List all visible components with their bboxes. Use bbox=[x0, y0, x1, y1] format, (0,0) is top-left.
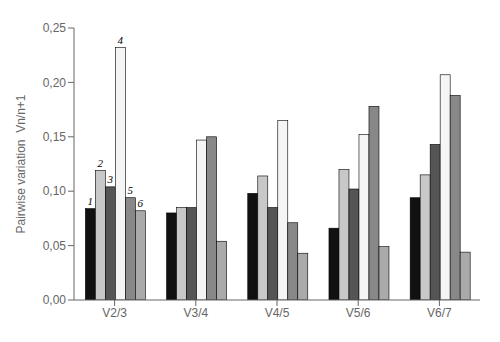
svg-text:V4/5: V4/5 bbox=[265, 306, 290, 320]
svg-text:2: 2 bbox=[98, 157, 104, 169]
svg-text:4: 4 bbox=[118, 34, 124, 46]
svg-text:0,20: 0,20 bbox=[43, 76, 67, 90]
svg-text:V2/3: V2/3 bbox=[102, 306, 127, 320]
svg-text:0,15: 0,15 bbox=[43, 130, 67, 144]
svg-text:0,05: 0,05 bbox=[43, 239, 67, 253]
svg-text:V3/4: V3/4 bbox=[183, 306, 208, 320]
svg-text:1: 1 bbox=[88, 195, 94, 207]
svg-text:6: 6 bbox=[138, 197, 144, 209]
svg-text:5: 5 bbox=[128, 184, 134, 196]
svg-text:3: 3 bbox=[107, 173, 114, 185]
svg-text:Pairwise variation Vn/n+1: Pairwise variation Vn/n+1 bbox=[14, 94, 28, 233]
svg-text:0,10: 0,10 bbox=[43, 184, 67, 198]
svg-text:V5/6: V5/6 bbox=[346, 306, 371, 320]
svg-text:0,00: 0,00 bbox=[43, 293, 67, 307]
svg-text:V6/7: V6/7 bbox=[427, 306, 452, 320]
svg-text:0,25: 0,25 bbox=[43, 21, 67, 35]
